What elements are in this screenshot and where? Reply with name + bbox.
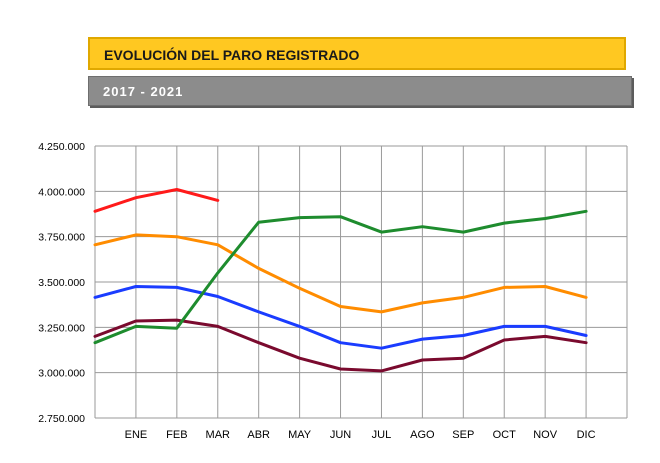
- series-line-4: [93, 209, 588, 345]
- y-tick-label: 3.500.000: [38, 277, 85, 289]
- series-line-1: [93, 233, 588, 314]
- grid: [94, 145, 628, 419]
- y-tick-label: 3.750.000: [38, 232, 85, 244]
- series-line-2: [93, 285, 588, 350]
- y-axis-ticks: 2.750.000 3.000.000 3.250.000 3.500.000 3.75…: [38, 141, 85, 425]
- series-lines: [93, 188, 588, 373]
- series-line-3: [93, 318, 588, 373]
- y-tick-label: 3.000.000: [38, 368, 85, 380]
- x-tick-label: SEP: [452, 429, 474, 441]
- x-tick-label: DIC: [577, 429, 596, 441]
- x-tick-label: ENE: [125, 429, 148, 441]
- y-tick-label: 4.250.000: [38, 141, 85, 153]
- x-tick-label: OCT: [493, 429, 517, 441]
- title-banner: EVOLUCIÓN DEL PARO REGISTRADO: [88, 37, 626, 70]
- y-tick-label: 3.250.000: [38, 322, 85, 334]
- x-axis-ticks: ENE FEB MAR ABR MAY JUN JUL AGO SEP OCT NOV DIC: [125, 429, 596, 441]
- x-tick-label: MAY: [288, 429, 312, 441]
- x-tick-label: JUN: [330, 429, 351, 441]
- x-tick-label: FEB: [166, 429, 187, 441]
- subtitle-banner: 2017 - 2021: [88, 76, 632, 106]
- series-line-5: [93, 188, 220, 213]
- y-tick-label: 4.000.000: [38, 186, 85, 198]
- x-tick-label: NOV: [533, 429, 558, 441]
- x-tick-label: AGO: [410, 429, 435, 441]
- chart-title: EVOLUCIÓN DEL PARO REGISTRADO: [104, 47, 360, 63]
- x-tick-label: ABR: [247, 429, 270, 441]
- chart-subtitle: 2017 - 2021: [103, 84, 184, 99]
- x-tick-label: MAR: [206, 429, 231, 441]
- y-tick-label: 2.750.000: [38, 413, 85, 425]
- x-tick-label: JUL: [372, 429, 392, 441]
